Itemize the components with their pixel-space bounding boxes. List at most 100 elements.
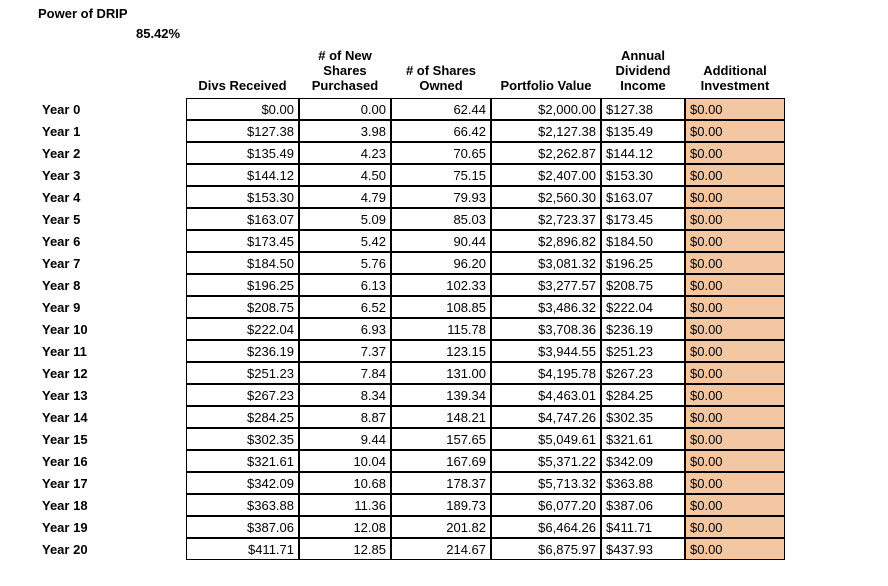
new-shares: 6.93 [299, 318, 391, 340]
new-shares: 7.84 [299, 362, 391, 384]
shares-owned: 70.65 [391, 142, 491, 164]
row-label: Year 10 [38, 318, 186, 340]
divs-received: $342.09 [186, 472, 299, 494]
shares-owned: 62.44 [391, 98, 491, 120]
shares-owned: 79.93 [391, 186, 491, 208]
divs-received: $321.61 [186, 450, 299, 472]
additional-investment: $0.00 [685, 318, 785, 340]
row-label: Year 3 [38, 164, 186, 186]
additional-investment: $0.00 [685, 406, 785, 428]
row-label: Year 11 [38, 340, 186, 362]
portfolio-value: $3,486.32 [491, 296, 601, 318]
shares-owned: 214.67 [391, 538, 491, 560]
row-label: Year 12 [38, 362, 186, 384]
divs-received: $196.25 [186, 274, 299, 296]
dividend-income: $387.06 [601, 494, 685, 516]
divs-received: $251.23 [186, 362, 299, 384]
portfolio-value: $4,463.01 [491, 384, 601, 406]
additional-investment: $0.00 [685, 538, 785, 560]
divs-received: $153.30 [186, 186, 299, 208]
shares-owned: 148.21 [391, 406, 491, 428]
shares-owned: 96.20 [391, 252, 491, 274]
additional-investment: $0.00 [685, 472, 785, 494]
portfolio-value: $2,560.30 [491, 186, 601, 208]
row-label: Year 17 [38, 472, 186, 494]
new-shares: 10.04 [299, 450, 391, 472]
divs-received: $127.38 [186, 120, 299, 142]
new-shares: 10.68 [299, 472, 391, 494]
portfolio-value: $6,464.26 [491, 516, 601, 538]
divs-received: $363.88 [186, 494, 299, 516]
divs-received: $135.49 [186, 142, 299, 164]
divs-received: $284.25 [186, 406, 299, 428]
dividend-income: $267.23 [601, 362, 685, 384]
col-header-1: Divs Received [186, 50, 299, 98]
shares-owned: 178.37 [391, 472, 491, 494]
additional-investment: $0.00 [685, 340, 785, 362]
col-header-3: # of Shares Owned [391, 50, 491, 98]
dividend-income: $163.07 [601, 186, 685, 208]
additional-investment: $0.00 [685, 296, 785, 318]
additional-investment: $0.00 [685, 230, 785, 252]
dividend-income: $196.25 [601, 252, 685, 274]
row-label: Year 20 [38, 538, 186, 560]
dividend-income: $321.61 [601, 428, 685, 450]
page-title: Power of DRIP [38, 6, 128, 21]
new-shares: 4.50 [299, 164, 391, 186]
portfolio-value: $5,713.32 [491, 472, 601, 494]
shares-owned: 139.34 [391, 384, 491, 406]
dividend-income: $363.88 [601, 472, 685, 494]
additional-investment: $0.00 [685, 450, 785, 472]
row-label: Year 13 [38, 384, 186, 406]
dividend-income: $411.71 [601, 516, 685, 538]
new-shares: 5.09 [299, 208, 391, 230]
new-shares: 11.36 [299, 494, 391, 516]
new-shares: 7.37 [299, 340, 391, 362]
new-shares: 8.87 [299, 406, 391, 428]
row-label: Year 18 [38, 494, 186, 516]
dividend-income: $127.38 [601, 98, 685, 120]
additional-investment: $0.00 [685, 164, 785, 186]
portfolio-value: $2,127.38 [491, 120, 601, 142]
shares-owned: 201.82 [391, 516, 491, 538]
shares-owned: 115.78 [391, 318, 491, 340]
divs-received: $222.04 [186, 318, 299, 340]
dividend-income: $208.75 [601, 274, 685, 296]
portfolio-value: $3,277.57 [491, 274, 601, 296]
row-label: Year 8 [38, 274, 186, 296]
row-label: Year 14 [38, 406, 186, 428]
additional-investment: $0.00 [685, 252, 785, 274]
dividend-income: $284.25 [601, 384, 685, 406]
new-shares: 6.13 [299, 274, 391, 296]
shares-owned: 108.85 [391, 296, 491, 318]
additional-investment: $0.00 [685, 384, 785, 406]
portfolio-value: $2,723.37 [491, 208, 601, 230]
dividend-income: $153.30 [601, 164, 685, 186]
drip-table: Divs Received# of New Shares Purchased# … [38, 50, 785, 560]
additional-investment: $0.00 [685, 362, 785, 384]
row-label: Year 16 [38, 450, 186, 472]
new-shares: 9.44 [299, 428, 391, 450]
portfolio-value: $3,944.55 [491, 340, 601, 362]
divs-received: $208.75 [186, 296, 299, 318]
divs-received: $173.45 [186, 230, 299, 252]
dividend-income: $222.04 [601, 296, 685, 318]
col-header-0 [38, 50, 186, 98]
divs-received: $144.12 [186, 164, 299, 186]
dividend-income: $236.19 [601, 318, 685, 340]
shares-owned: 90.44 [391, 230, 491, 252]
col-header-4: Portfolio Value [491, 50, 601, 98]
additional-investment: $0.00 [685, 274, 785, 296]
dividend-income: $251.23 [601, 340, 685, 362]
divs-received: $236.19 [186, 340, 299, 362]
additional-investment: $0.00 [685, 186, 785, 208]
dividend-income: $184.50 [601, 230, 685, 252]
divs-received: $267.23 [186, 384, 299, 406]
shares-owned: 189.73 [391, 494, 491, 516]
shares-owned: 157.65 [391, 428, 491, 450]
percent-value: 85.42% [136, 26, 180, 41]
col-header-6: Additional Investment [685, 50, 785, 98]
row-label: Year 9 [38, 296, 186, 318]
shares-owned: 75.15 [391, 164, 491, 186]
row-label: Year 2 [38, 142, 186, 164]
